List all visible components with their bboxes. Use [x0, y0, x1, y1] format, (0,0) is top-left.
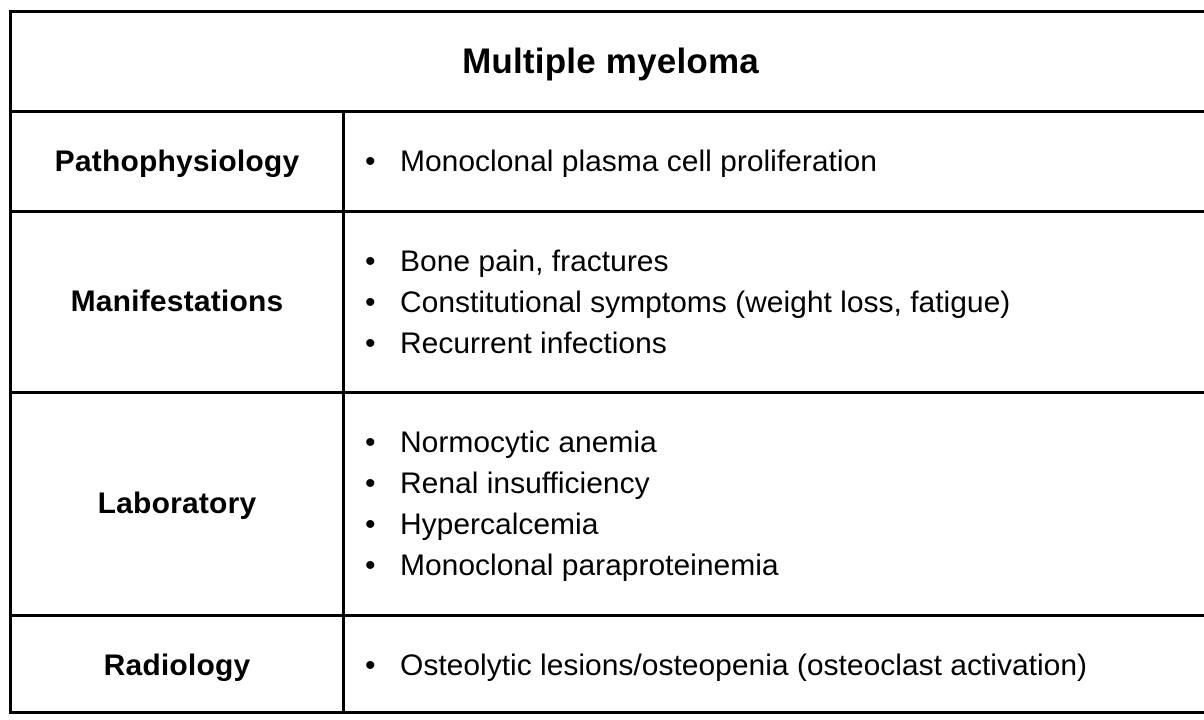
- row-label: Laboratory: [97, 487, 257, 520]
- list-item-text: Monoclonal paraproteinemia: [400, 549, 779, 582]
- table-header: Multiple myeloma: [12, 13, 1204, 113]
- row-content-cell: • Normocytic anemia • Renal insufficiency …: [345, 394, 1204, 614]
- list-item-text: Bone pain, fractures: [400, 244, 669, 278]
- bullet-list: • Normocytic anemia • Renal insufficiency …: [365, 422, 1204, 586]
- bullet-icon: •: [365, 145, 376, 178]
- table-row-radiology: Radiology • Osteolytic lesions/osteopenia…: [12, 617, 1204, 714]
- list-item-text: Osteolytic lesions/osteopenia (osteoclas…: [400, 649, 1088, 682]
- list-item: • Bone pain, fractures: [365, 241, 1204, 282]
- list-item: • Renal insufficiency: [365, 463, 1204, 504]
- bullet-icon: •: [365, 508, 376, 541]
- row-label-cell: Laboratory: [12, 394, 345, 614]
- list-item: • Hypercalcemia: [365, 504, 1204, 545]
- table-row-laboratory: Laboratory • Normocytic anemia • Renal ins…: [12, 394, 1204, 617]
- list-item-text: Hypercalcemia: [400, 508, 599, 541]
- bullet-list: • Bone pain, fractures • Constitutional sy…: [365, 241, 1204, 364]
- list-item-text: Normocytic anemia: [400, 426, 657, 459]
- list-item: • Monoclonal plasma cell proliferation: [365, 141, 1204, 182]
- bullet-icon: •: [365, 467, 376, 500]
- row-content-cell: • Osteolytic lesions/osteopenia (osteocla…: [345, 617, 1204, 714]
- bullet-icon: •: [365, 244, 376, 278]
- bullet-icon: •: [365, 549, 376, 582]
- bullet-icon: •: [365, 326, 376, 360]
- list-item: • Constitutional symptoms (weight loss, f…: [365, 282, 1204, 323]
- table-title: Multiple myeloma: [462, 41, 759, 81]
- table-row-manifestations: Manifestations • Bone pain, fractures • Co…: [12, 213, 1204, 394]
- table-row-pathophysiology: Pathophysiology • Monoclonal plasma cell …: [12, 113, 1204, 213]
- row-label-cell: Radiology: [12, 617, 345, 714]
- summary-table: Multiple myeloma Pathophysiology • Monocl…: [9, 10, 1204, 714]
- list-item-text: Monoclonal plasma cell proliferation: [400, 145, 877, 178]
- row-label: Radiology: [103, 648, 251, 682]
- row-label-cell: Manifestations: [12, 213, 345, 391]
- row-label: Pathophysiology: [54, 144, 300, 178]
- bullet-icon: •: [365, 285, 376, 319]
- list-item-text: Recurrent infections: [400, 326, 667, 360]
- bullet-icon: •: [365, 649, 376, 682]
- bullet-list: • Monoclonal plasma cell proliferation: [365, 141, 1204, 182]
- bullet-list: • Osteolytic lesions/osteopenia (osteocla…: [365, 645, 1204, 686]
- row-label-cell: Pathophysiology: [12, 113, 345, 210]
- list-item-text: Renal insufficiency: [400, 467, 650, 500]
- list-item: • Osteolytic lesions/osteopenia (osteocla…: [365, 645, 1204, 686]
- bullet-icon: •: [365, 426, 376, 459]
- list-item: • Recurrent infections: [365, 323, 1204, 364]
- list-item-text: Constitutional symptoms (weight loss, fa…: [400, 285, 1011, 319]
- row-label: Manifestations: [70, 285, 284, 318]
- list-item: • Normocytic anemia: [365, 422, 1204, 463]
- row-content-cell: • Bone pain, fractures • Constitutional sy…: [345, 213, 1204, 391]
- row-content-cell: • Monoclonal plasma cell proliferation: [345, 113, 1204, 210]
- list-item: • Monoclonal paraproteinemia: [365, 545, 1204, 586]
